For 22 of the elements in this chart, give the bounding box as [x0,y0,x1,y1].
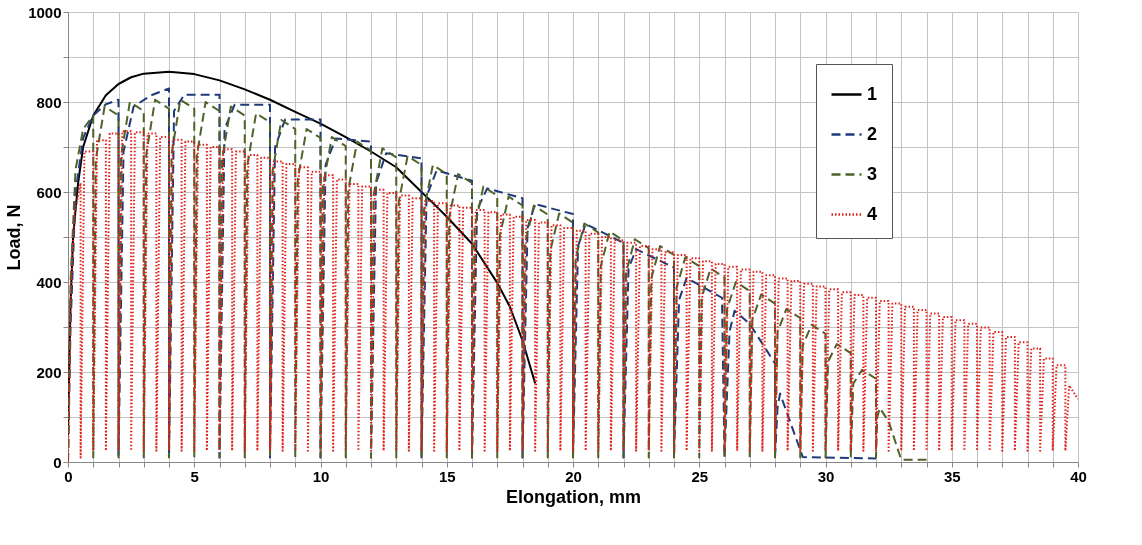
legend-label: 1 [867,83,878,104]
legend-label: 2 [867,123,878,144]
x-tick-label: 15 [438,467,456,485]
legend-label: 3 [867,163,878,184]
y-tick-label: 1000 [28,3,62,21]
y-tick-label: 400 [36,273,62,291]
y-tick-label: 0 [53,453,62,471]
y-tick-label: 600 [36,183,62,201]
legend-label: 4 [867,203,878,224]
y-axis-title: Load, N [4,204,25,271]
y-tick-label: 200 [36,363,62,381]
x-tick-label: 40 [1070,467,1087,485]
x-tick-label: 5 [190,467,199,485]
x-tick-label: 35 [943,467,961,485]
x-tick-label: 0 [64,467,73,485]
line-series [68,70,537,436]
x-axis-title: Elongation, mm [506,486,641,507]
x-tick-label: 25 [691,467,709,485]
y-tick-label: 800 [36,93,62,111]
x-tick-label: 20 [565,467,582,485]
x-tick-label: 10 [312,467,330,485]
x-tick-label: 30 [817,467,835,485]
